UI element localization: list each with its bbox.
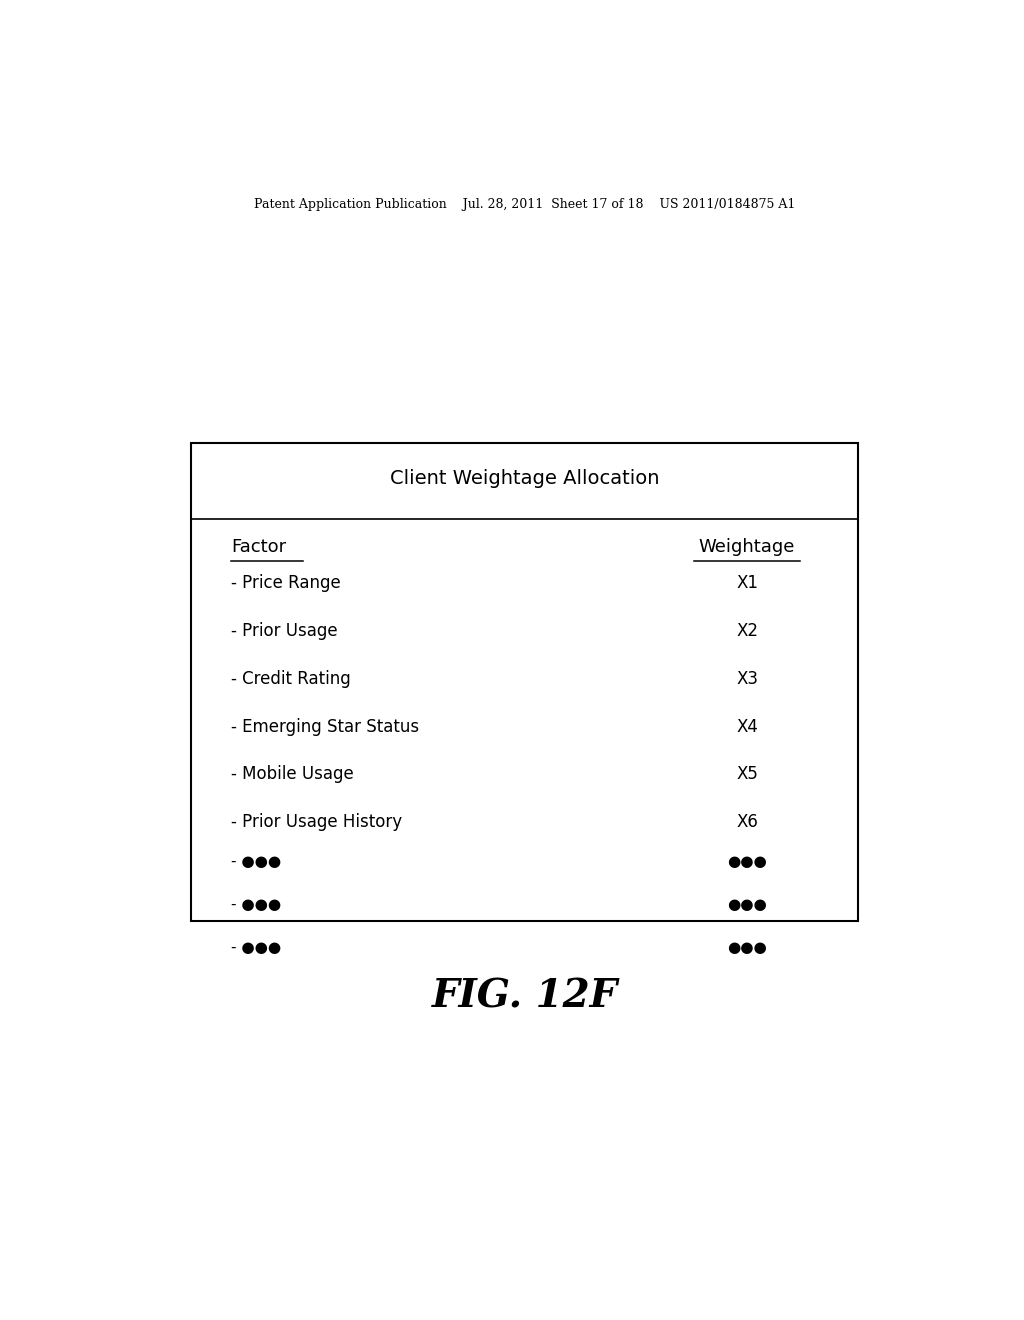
- Text: Factor: Factor: [231, 537, 287, 556]
- Text: - ●●●: - ●●●: [231, 940, 282, 954]
- FancyBboxPatch shape: [191, 444, 858, 921]
- Text: X1: X1: [736, 574, 758, 593]
- Text: - Price Range: - Price Range: [231, 574, 341, 593]
- Text: - ●●●: - ●●●: [231, 854, 282, 870]
- Text: ●●●: ●●●: [727, 854, 767, 870]
- Text: ●●●: ●●●: [727, 940, 767, 954]
- Text: X5: X5: [736, 766, 758, 783]
- Text: ●●●: ●●●: [727, 896, 767, 912]
- Text: - Prior Usage History: - Prior Usage History: [231, 813, 402, 832]
- Text: FIG. 12F: FIG. 12F: [432, 978, 617, 1016]
- Text: - Prior Usage: - Prior Usage: [231, 622, 338, 640]
- Text: X2: X2: [736, 622, 758, 640]
- Text: - Mobile Usage: - Mobile Usage: [231, 766, 354, 783]
- Text: - ●●●: - ●●●: [231, 896, 282, 912]
- Text: X3: X3: [736, 669, 758, 688]
- Text: - Emerging Star Status: - Emerging Star Status: [231, 718, 419, 735]
- Text: Patent Application Publication    Jul. 28, 2011  Sheet 17 of 18    US 2011/01848: Patent Application Publication Jul. 28, …: [254, 198, 796, 211]
- Text: Weightage: Weightage: [698, 537, 796, 556]
- Text: X6: X6: [736, 813, 758, 832]
- Text: Client Weightage Allocation: Client Weightage Allocation: [390, 469, 659, 488]
- Text: X4: X4: [736, 718, 758, 735]
- Text: - Credit Rating: - Credit Rating: [231, 669, 351, 688]
